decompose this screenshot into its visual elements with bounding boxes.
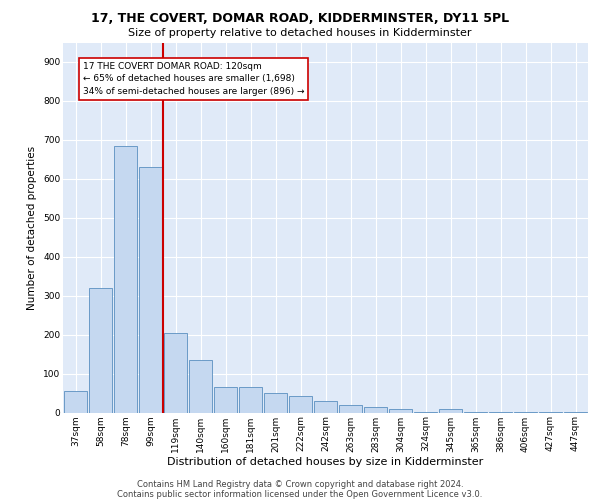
Bar bbox=[389, 410, 412, 412]
Bar bbox=[164, 332, 187, 412]
Bar bbox=[339, 404, 362, 412]
Bar bbox=[114, 146, 137, 412]
Bar bbox=[64, 391, 87, 412]
X-axis label: Distribution of detached houses by size in Kidderminster: Distribution of detached houses by size … bbox=[167, 457, 484, 467]
Y-axis label: Number of detached properties: Number of detached properties bbox=[28, 146, 37, 310]
Text: Size of property relative to detached houses in Kidderminster: Size of property relative to detached ho… bbox=[128, 28, 472, 38]
Text: Contains HM Land Registry data © Crown copyright and database right 2024.
Contai: Contains HM Land Registry data © Crown c… bbox=[118, 480, 482, 499]
Bar bbox=[239, 387, 262, 412]
Bar bbox=[189, 360, 212, 412]
Bar bbox=[439, 410, 462, 412]
Text: 17 THE COVERT DOMAR ROAD: 120sqm
← 65% of detached houses are smaller (1,698)
34: 17 THE COVERT DOMAR ROAD: 120sqm ← 65% o… bbox=[83, 62, 305, 96]
Text: 17, THE COVERT, DOMAR ROAD, KIDDERMINSTER, DY11 5PL: 17, THE COVERT, DOMAR ROAD, KIDDERMINSTE… bbox=[91, 12, 509, 26]
Bar bbox=[214, 387, 237, 412]
Bar bbox=[364, 406, 387, 412]
Bar bbox=[139, 167, 162, 412]
Bar bbox=[289, 396, 312, 412]
Bar bbox=[264, 393, 287, 412]
Bar bbox=[314, 401, 337, 412]
Bar bbox=[89, 288, 112, 412]
